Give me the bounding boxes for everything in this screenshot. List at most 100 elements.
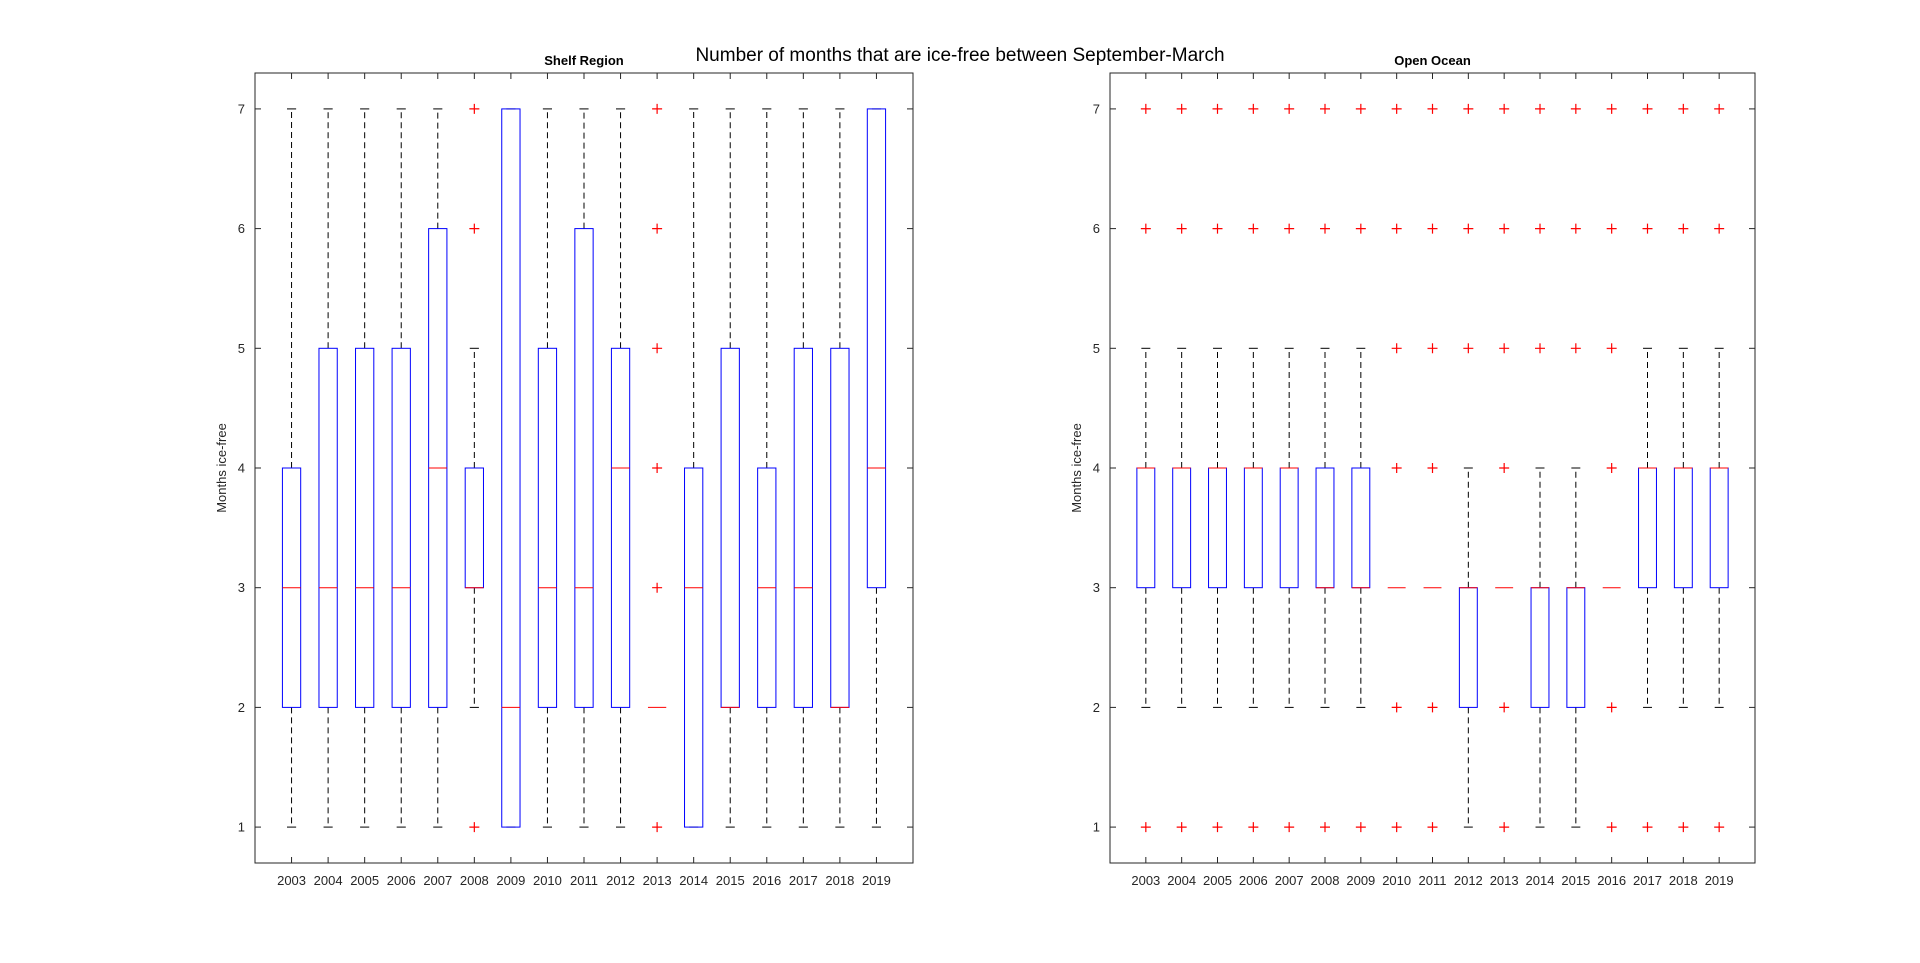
x-tick-label: 2004 [314, 873, 343, 888]
outlier-marker [1606, 103, 1617, 114]
x-tick-label: 2005 [1203, 873, 1232, 888]
outlier-marker [1499, 822, 1510, 833]
box-2008 [1315, 103, 1335, 833]
outlier-marker [1212, 822, 1223, 833]
outlier-marker [1678, 103, 1689, 114]
outlier-marker [1248, 103, 1259, 114]
outlier-marker [652, 463, 663, 473]
box-2013 [1495, 103, 1514, 833]
box-2019 [866, 108, 887, 828]
x-tick-label: 2012 [1454, 873, 1483, 888]
outlier-marker [1463, 343, 1474, 354]
box-2014 [684, 108, 704, 828]
box-2011 [1423, 103, 1442, 833]
iqr-box [720, 347, 740, 708]
outlier-marker [1642, 822, 1653, 833]
outlier-marker [1391, 223, 1402, 234]
x-tick-label: 2016 [1597, 873, 1626, 888]
panel-title: Shelf Region [544, 53, 624, 68]
outlier-marker [1284, 103, 1295, 114]
outlier-marker [1320, 822, 1330, 833]
box-2013 [647, 103, 667, 833]
iqr-box [1136, 467, 1156, 589]
iqr-box [318, 347, 338, 708]
iqr-box [1208, 467, 1227, 589]
x-tick-label: 2019 [862, 873, 891, 888]
x-tick-label: 2008 [1311, 873, 1340, 888]
iqr-box [464, 467, 484, 589]
outlier-marker [1391, 343, 1402, 354]
iqr-box [501, 108, 521, 828]
outlier-marker [1714, 822, 1725, 833]
outlier-marker [1570, 343, 1581, 354]
outlier-marker [1212, 223, 1223, 234]
box-2018 [1673, 103, 1693, 833]
iqr-box [1172, 467, 1192, 589]
x-tick-label: 2006 [1239, 873, 1268, 888]
x-tick-label: 2011 [570, 873, 598, 888]
y-tick-label: 3 [1093, 580, 1100, 595]
y-tick-label: 1 [1093, 820, 1100, 835]
box-2007 [428, 108, 448, 828]
x-tick-label: 2008 [460, 873, 489, 888]
box-2009 [501, 108, 521, 828]
x-tick-label: 2011 [1419, 873, 1447, 888]
outlier-marker [1499, 702, 1510, 713]
iqr-box [355, 347, 375, 708]
x-tick-label: 2014 [1526, 873, 1555, 888]
x-tick-label: 2003 [277, 873, 306, 888]
outlier-marker [1606, 822, 1617, 833]
box-2005 [355, 108, 375, 828]
y-axis-label: Months ice-free [214, 423, 229, 513]
outlier-marker [1176, 103, 1187, 114]
box-2017 [1638, 103, 1657, 833]
y-tick-label: 6 [1093, 221, 1100, 236]
axes-frame [254, 72, 914, 864]
y-tick-label: 4 [1093, 461, 1100, 476]
outlier-marker [1140, 822, 1151, 833]
outlier-marker [1499, 103, 1510, 114]
outlier-marker [1427, 223, 1438, 234]
outlier-marker [1355, 822, 1366, 833]
outlier-marker [1427, 822, 1438, 833]
iqr-box [574, 228, 594, 708]
iqr-box [830, 347, 850, 708]
outlier-marker [1606, 463, 1617, 473]
outlier-marker [1391, 822, 1402, 833]
outlier-marker [469, 223, 480, 234]
y-tick-label: 7 [1093, 101, 1100, 116]
iqr-box [684, 467, 704, 828]
x-tick-label: 2015 [716, 873, 745, 888]
iqr-box [391, 347, 411, 708]
outlier-marker [652, 582, 663, 593]
outlier-marker [1212, 103, 1223, 114]
x-tick-label: 2018 [825, 873, 854, 888]
iqr-box [537, 347, 558, 708]
outlier-marker [1678, 223, 1689, 234]
outlier-marker [1140, 223, 1151, 234]
x-tick-label: 2007 [423, 873, 452, 888]
box-2015 [1566, 103, 1586, 828]
outlier-marker [1499, 223, 1510, 234]
outlier-marker [1427, 463, 1438, 473]
iqr-box [1351, 467, 1371, 589]
box-2015 [720, 108, 740, 828]
outlier-marker [1535, 343, 1545, 354]
y-axis-label: Months ice-free [1069, 423, 1084, 513]
x-tick-label: 2003 [1131, 873, 1160, 888]
y-tick-label: 1 [238, 820, 245, 835]
box-2019 [1709, 103, 1729, 833]
iqr-box [866, 108, 887, 589]
box-2005 [1208, 103, 1227, 833]
outlier-marker [1355, 103, 1366, 114]
outlier-marker [1248, 223, 1259, 234]
x-tick-label: 2010 [533, 873, 562, 888]
outlier-marker [1499, 343, 1510, 354]
box-2014 [1530, 103, 1550, 828]
iqr-box [1709, 467, 1729, 589]
outlier-marker [1248, 822, 1259, 833]
outlier-marker [1391, 103, 1402, 114]
iqr-box [1638, 467, 1657, 589]
outlier-marker [1642, 223, 1653, 234]
x-tick-label: 2006 [387, 873, 416, 888]
